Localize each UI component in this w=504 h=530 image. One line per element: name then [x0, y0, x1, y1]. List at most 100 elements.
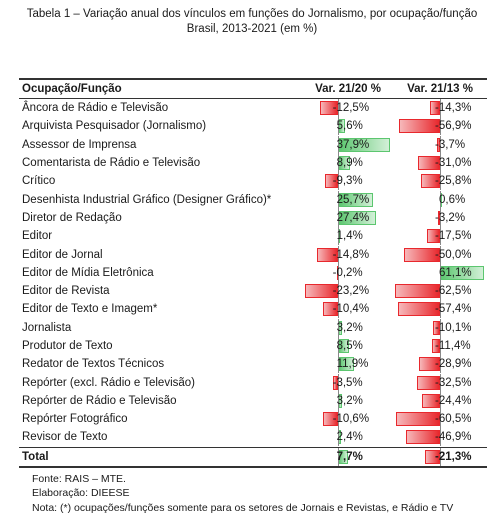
data-bar-cell: 8,5% — [303, 337, 393, 355]
footnote-source: Fonte: RAIS – MTE. — [32, 473, 126, 485]
var-21-13-cell: -14,3% — [393, 99, 487, 118]
var-21-20-cell: 7,7% — [303, 446, 393, 468]
zero-axis — [337, 282, 339, 301]
occupation-label: Revisor de Texto — [22, 431, 108, 444]
zero-axis — [440, 208, 441, 227]
negative-data-bar — [422, 393, 440, 408]
zero-axis — [337, 355, 339, 374]
occupation-label: Assessor de Imprensa — [22, 138, 137, 151]
data-bar-cell: -62,5% — [393, 282, 487, 301]
occupation-label: Editor — [22, 230, 53, 243]
var-21-13-cell: -50,0% — [393, 245, 487, 264]
value-label: -10,4% — [332, 303, 370, 316]
data-bar-cell: -50,0% — [393, 245, 487, 264]
value-label: -14,3% — [435, 102, 472, 115]
occupation-label: Editor de Revista — [22, 285, 110, 298]
table-row: Comentarista de Rádio e Televisão 8,9% -31… — [19, 154, 487, 173]
value-label: -50,0% — [435, 248, 472, 261]
occupation-label: Editor de Jornal — [22, 248, 103, 261]
var-21-13-cell: -11,4% — [393, 337, 487, 355]
var-21-13-cell: -10,1% — [393, 318, 487, 337]
value-label: 0,6% — [439, 193, 466, 206]
negative-data-bar — [320, 101, 338, 116]
zero-axis — [440, 318, 441, 337]
occupation-label: Crítico — [22, 175, 56, 188]
var-21-13-cell: 61,1% — [393, 263, 487, 282]
data-bar-cell: -3,2% — [393, 208, 487, 227]
total-row: Total 7,7% -21,3% — [19, 446, 487, 468]
negative-data-bar — [424, 449, 440, 464]
negative-data-bar — [421, 174, 440, 189]
data-bar-cell: -56,9% — [393, 117, 487, 136]
table-row: Âncora de Rádio e Televisão -12,5% -14,3% — [19, 99, 487, 118]
header-occupation: Ocupação/Função — [22, 83, 122, 95]
var-21-13-cell: -60,5% — [393, 410, 487, 429]
table-row: Redator de Textos Técnicos 11,9% -28,9% — [19, 355, 487, 374]
value-label: 2,4% — [336, 431, 363, 444]
negative-data-bar — [398, 302, 440, 317]
zero-axis — [337, 245, 339, 264]
zero-axis — [440, 355, 441, 374]
negative-data-bar — [419, 357, 440, 372]
zero-axis — [440, 391, 441, 410]
zero-axis — [440, 135, 441, 154]
value-label: -9,3% — [332, 175, 363, 188]
var-21-20-cell: 27,4% — [303, 208, 393, 227]
data-bar-cell: -9,3% — [303, 172, 393, 191]
data-bar-cell: -23,2% — [303, 282, 393, 301]
zero-axis — [337, 190, 339, 209]
var-21-13-cell: -3,2% — [393, 208, 487, 227]
zero-axis — [440, 337, 441, 355]
value-label: 61,1% — [439, 266, 472, 279]
value-label: 1,4% — [336, 230, 363, 243]
var-21-13-cell: -28,9% — [393, 355, 487, 374]
var-21-20-cell: 11,9% — [303, 355, 393, 374]
data-bar-cell: 0,6% — [393, 190, 487, 209]
var-21-13-cell: 0,6% — [393, 190, 487, 209]
var-21-20-cell: -23,2% — [303, 282, 393, 301]
table-row: Crítico -9,3% -25,8% — [19, 172, 487, 191]
table-title: Tabela 1 – Variação anual dos vínculos e… — [26, 8, 478, 20]
data-bar-cell: 3,2% — [303, 391, 393, 410]
negative-data-bar — [332, 375, 338, 390]
negative-data-bar — [322, 412, 338, 427]
value-label: 3,2% — [336, 394, 363, 407]
var-21-13-cell: -31,0% — [393, 154, 487, 173]
zero-axis — [440, 99, 441, 118]
value-label: 5,6% — [336, 120, 363, 133]
data-bar-cell: -31,0% — [393, 154, 487, 173]
table-row: Repórter de Rádio e Televisão 3,2% -24,4% — [19, 391, 487, 410]
value-label: -23,2% — [332, 285, 370, 298]
data-bar-cell: -10,1% — [393, 318, 487, 337]
data-bar-cell: -28,9% — [393, 355, 487, 374]
value-label: 27,4% — [336, 211, 370, 224]
var-21-13-cell: -17,5% — [393, 227, 487, 246]
zero-axis — [337, 154, 339, 173]
occupation-label: Repórter de Rádio e Televisão — [22, 394, 177, 407]
value-label: -21,3% — [435, 450, 472, 463]
header-var-21-13: Var. 21/13 % — [407, 83, 473, 95]
zero-axis — [337, 227, 339, 246]
zero-axis — [440, 428, 441, 447]
value-label: -56,9% — [435, 120, 472, 133]
zero-axis — [337, 337, 339, 355]
value-label: 8,9% — [336, 157, 363, 170]
data-bar-cell: -10,6% — [303, 410, 393, 429]
var-21-20-cell: -0,2% — [303, 263, 393, 282]
table-row: Repórter Fotográfico -10,6% -60,5% — [19, 410, 487, 429]
zero-axis — [337, 428, 339, 447]
data-bar-cell: -32,5% — [393, 373, 487, 392]
zero-axis — [337, 447, 339, 466]
value-label: -3,5% — [332, 376, 363, 389]
var-21-20-cell: 1,4% — [303, 227, 393, 246]
value-label: 25,7% — [336, 193, 370, 206]
table-row: Editor de Texto e Imagem* -10,4% -57,4% — [19, 300, 487, 319]
header-row: Ocupação/Função Var. 21/20 % Var. 21/13 … — [19, 79, 487, 99]
data-bar-cell: -21,3% — [393, 447, 487, 466]
negative-data-bar — [317, 247, 338, 262]
zero-axis — [337, 117, 339, 136]
table-body: Âncora de Rádio e Televisão -12,5% -14,3% A… — [19, 99, 487, 468]
data-bar-cell: 27,4% — [303, 208, 393, 227]
occupation-label: Repórter Fotográfico — [22, 413, 128, 426]
zero-axis — [337, 300, 339, 319]
